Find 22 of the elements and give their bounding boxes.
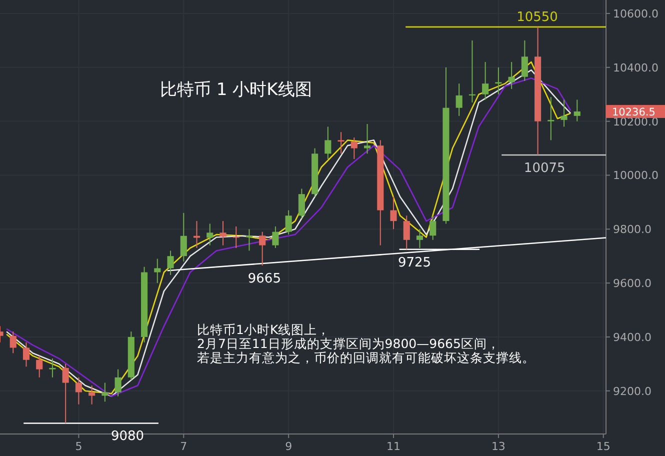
y-tick-label: 10600.0 xyxy=(613,7,658,20)
annotation: 9080 xyxy=(110,429,144,444)
x-tick-label: 5 xyxy=(75,440,82,453)
annotation: 9665 xyxy=(248,272,281,287)
text: 比特币 1 小时K线图 xyxy=(160,80,312,100)
x-tick-label: 7 xyxy=(180,440,188,453)
annotation: 比特币1小时K线图上， xyxy=(197,322,330,337)
x-tick-label: 15 xyxy=(596,440,610,453)
x-tick-label: 9 xyxy=(285,440,292,453)
annotation: 10075 xyxy=(524,161,566,176)
annotation: 9725 xyxy=(398,255,432,270)
annotation: 若是主力有意为之，币价的回调就有可能破坏这条支撑线。 xyxy=(197,350,535,365)
y-tick-label: 9200.0 xyxy=(613,384,652,398)
annotation: 10550 xyxy=(516,10,558,25)
x-tick-label: 11 xyxy=(386,440,401,453)
y-tick-label: 10000.0 xyxy=(613,169,658,182)
x-tick-label: 13 xyxy=(491,440,506,453)
y-tick-label: 9600.0 xyxy=(613,277,652,290)
y-tick-label: 10400.0 xyxy=(613,61,658,74)
y-tick-label: 9800.0 xyxy=(613,223,652,236)
y-tick-label: 9400.0 xyxy=(613,330,652,344)
annotation: 2月7日至11日形成的支撑区间为9800—9665区间， xyxy=(197,336,500,351)
